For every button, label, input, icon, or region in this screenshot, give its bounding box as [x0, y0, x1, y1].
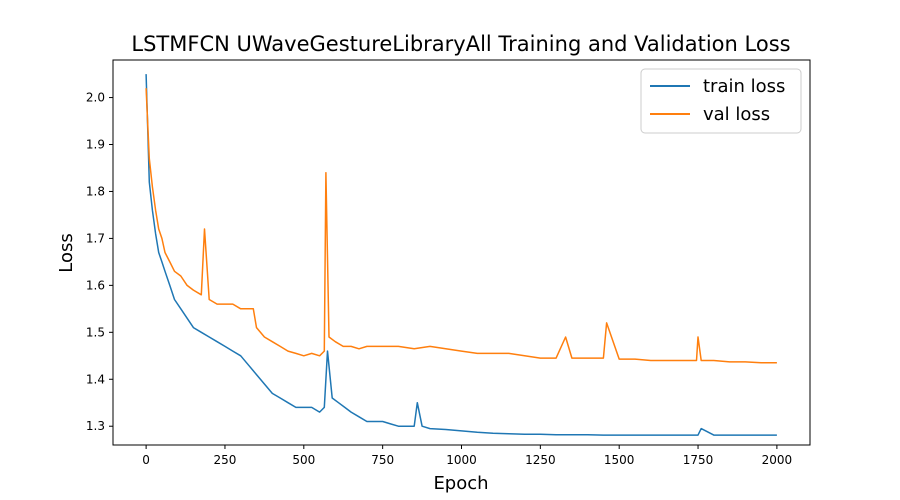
y-tick-label: 1.7 [86, 231, 105, 245]
x-tick-label: 2000 [762, 453, 793, 467]
y-tick-label: 1.4 [86, 372, 105, 386]
legend-label-train-loss: train loss [703, 76, 785, 97]
y-axis: 1.3 1.4 1.5 1.6 1.7 1.8 1.9 2.0 [86, 91, 113, 433]
x-axis-title: Epoch [433, 473, 488, 494]
x-tick-label: 1500 [604, 453, 635, 467]
y-tick-label: 1.5 [86, 325, 105, 339]
series-line-train-loss [145, 74, 777, 436]
y-tick-label: 1.6 [86, 278, 105, 292]
x-tick-label: 500 [292, 453, 315, 467]
series-layer [145, 74, 777, 436]
y-axis-title: Loss [56, 233, 77, 272]
x-axis: 0 250 500 750 1000 1250 1500 1750 2000 [142, 445, 792, 467]
series-line-val-loss [145, 88, 777, 364]
y-tick-label: 1.3 [86, 419, 105, 433]
y-tick-label: 1.9 [86, 138, 105, 152]
chart-title: LSTMFCN UWaveGestureLibraryAll Training … [131, 32, 790, 56]
y-tick-label: 2.0 [86, 91, 105, 105]
legend-label-val-loss: val loss [703, 104, 770, 125]
x-tick-label: 1750 [683, 453, 714, 467]
x-tick-label: 1000 [446, 453, 477, 467]
x-tick-label: 250 [214, 453, 237, 467]
x-tick-label: 1250 [525, 453, 556, 467]
x-tick-label: 750 [371, 453, 394, 467]
y-tick-label: 1.8 [86, 184, 105, 198]
x-tick-label: 0 [142, 453, 150, 467]
legend: train loss val loss [640, 68, 802, 134]
